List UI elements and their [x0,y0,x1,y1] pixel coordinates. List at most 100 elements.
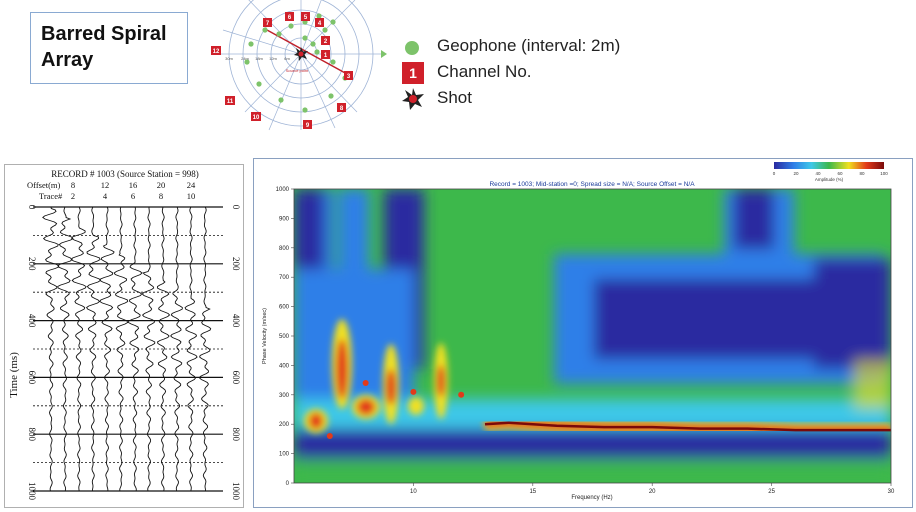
seismogram-plot: RECORD # 1003 (Source Station = 998) Off… [8,169,241,501]
time-tick-left: 400 [27,314,37,328]
seismogram-panel: RECORD # 1003 (Source Station = 998) Off… [4,164,244,508]
channel-5: 5 [304,15,308,21]
channel-2: 2 [324,39,328,45]
channel-legend-icon: 1 [402,62,424,84]
distance-6m: 6m [284,56,290,61]
colorbar-tick-label: 20 [793,171,799,176]
seismic-trace [85,206,102,491]
x-tick-label: 25 [768,489,775,495]
seismic-trace [156,206,171,491]
dispersion-xlabel: Frequency (Hz) [571,495,612,501]
seismic-trace [199,206,212,491]
seismic-trace [57,206,74,491]
title-line-1: Barred Spiral [41,23,167,45]
high-amplitude-peaks [326,380,465,439]
seismogram-traces [42,206,212,491]
amplitude-peak [458,391,465,398]
x-tick-label: 10 [410,489,417,495]
endpoint-marker [381,50,387,58]
seismic-trace [128,206,143,491]
colorbar-tick-label: 100 [880,171,888,176]
dispersion-image [294,189,891,483]
y-tick-label: 1000 [276,187,290,193]
dispersion-panel: 0 20 40 60 80 100 Amplitude (%) Record = 1003… [253,158,913,508]
distance-labels: 30m 24m 18m 12m 6m [225,56,290,61]
channel-4: 4 [318,21,322,27]
amplitude-peak [326,432,333,439]
channel-1: 1 [324,53,328,59]
distance-24m: 24m [241,56,249,61]
offset-24: 24 [187,180,196,190]
channel-6: 6 [288,15,292,21]
amplitude-peak [362,380,369,387]
y-tick-label: 600 [279,305,290,311]
channel-11: 11 [227,99,234,105]
y-axis-ticks: 0 100 200 300 400 500 600 700 800 900 1000 [276,187,294,487]
time-tick-right: 800 [231,427,241,441]
x-tick-label: 30 [888,489,895,495]
channel-12: 12 [213,49,220,55]
dispersion-chart: 0 20 40 60 80 100 Amplitude (%) Record = 1003… [262,162,895,501]
seismic-trace [113,206,129,491]
channel-7: 7 [266,21,270,27]
x-tick-label: 15 [529,489,536,495]
y-tick-label: 0 [286,481,290,487]
channel-3: 3 [347,74,351,80]
y-tick-label: 700 [279,275,290,281]
offset-label: Offset(m) [27,180,61,190]
colorbar-ticks: 0 20 40 60 80 100 [773,171,889,176]
y-tick-label: 500 [279,334,290,340]
time-tick-right: 1000 [231,482,241,501]
geophone-legend-icon [405,41,419,55]
distance-12m: 12m [269,56,277,61]
colorbar-label: Amplitude (%) [815,177,844,182]
channel-10: 10 [253,115,260,121]
colorbar-tick-label: 40 [815,171,821,176]
y-tick-label: 800 [279,246,290,252]
offset-20: 20 [157,180,166,190]
distance-30m: 30m [225,56,233,61]
dispersion-ylabel: Phase Velocity (m/sec) [262,308,268,364]
time-axis: 0 0 200 200 400 400 600 600 800 800 1000 1000 [27,205,241,501]
shot-legend-icon [402,88,424,110]
time-tick-right: 400 [231,314,241,328]
seismic-trace [184,206,198,491]
seismic-trace [42,206,60,491]
trace-4: 4 [103,191,108,201]
colorbar-tick-label: 0 [773,171,776,176]
time-tick-left: 200 [27,257,37,271]
y-tick-label: 100 [279,452,290,458]
shot-legend-label: Shot [437,88,472,107]
x-tick-label: 20 [649,489,656,495]
colorbar [774,162,884,169]
seismic-trace [141,207,156,491]
colorbar-tick-label: 60 [837,171,843,176]
x-axis-ticks: 10 15 20 25 30 [410,483,895,495]
time-tick-left: 800 [27,427,37,441]
colorbar-tick-label: 80 [859,171,865,176]
time-tick-left: 0 [27,205,37,210]
fundamental-mode-core [484,421,891,432]
seismic-trace [70,206,87,491]
time-tick-left: 600 [27,371,37,385]
dispersion-title: Record = 1003; Mid-station =0; Spread si… [489,181,695,188]
geophone-legend-label: Geophone (interval: 2m) [437,36,621,55]
figure-title-box: Barred Spiral Array [30,12,188,84]
time-tick-right: 0 [231,205,241,210]
distance-18m: 18m [255,56,263,61]
channel-9: 9 [306,123,310,129]
y-tick-label: 200 [279,422,290,428]
time-tick-left: 1000 [27,482,37,501]
y-tick-label: 900 [279,216,290,222]
offset-12: 12 [101,180,110,190]
spiral-array-diagram: 1 2 3 4 5 6 7 8 9 10 11 12 30m 24m 18m 1… [211,0,387,131]
trace-2: 2 [71,191,75,201]
shot-symbol [294,47,308,61]
seismic-trace [170,206,183,491]
trace-10: 10 [187,191,196,201]
offset-16: 16 [129,180,138,190]
time-tick-right: 200 [231,257,241,271]
time-tick-right: 600 [231,371,241,385]
trace-6: 6 [131,191,135,201]
channel-8: 8 [340,106,344,112]
